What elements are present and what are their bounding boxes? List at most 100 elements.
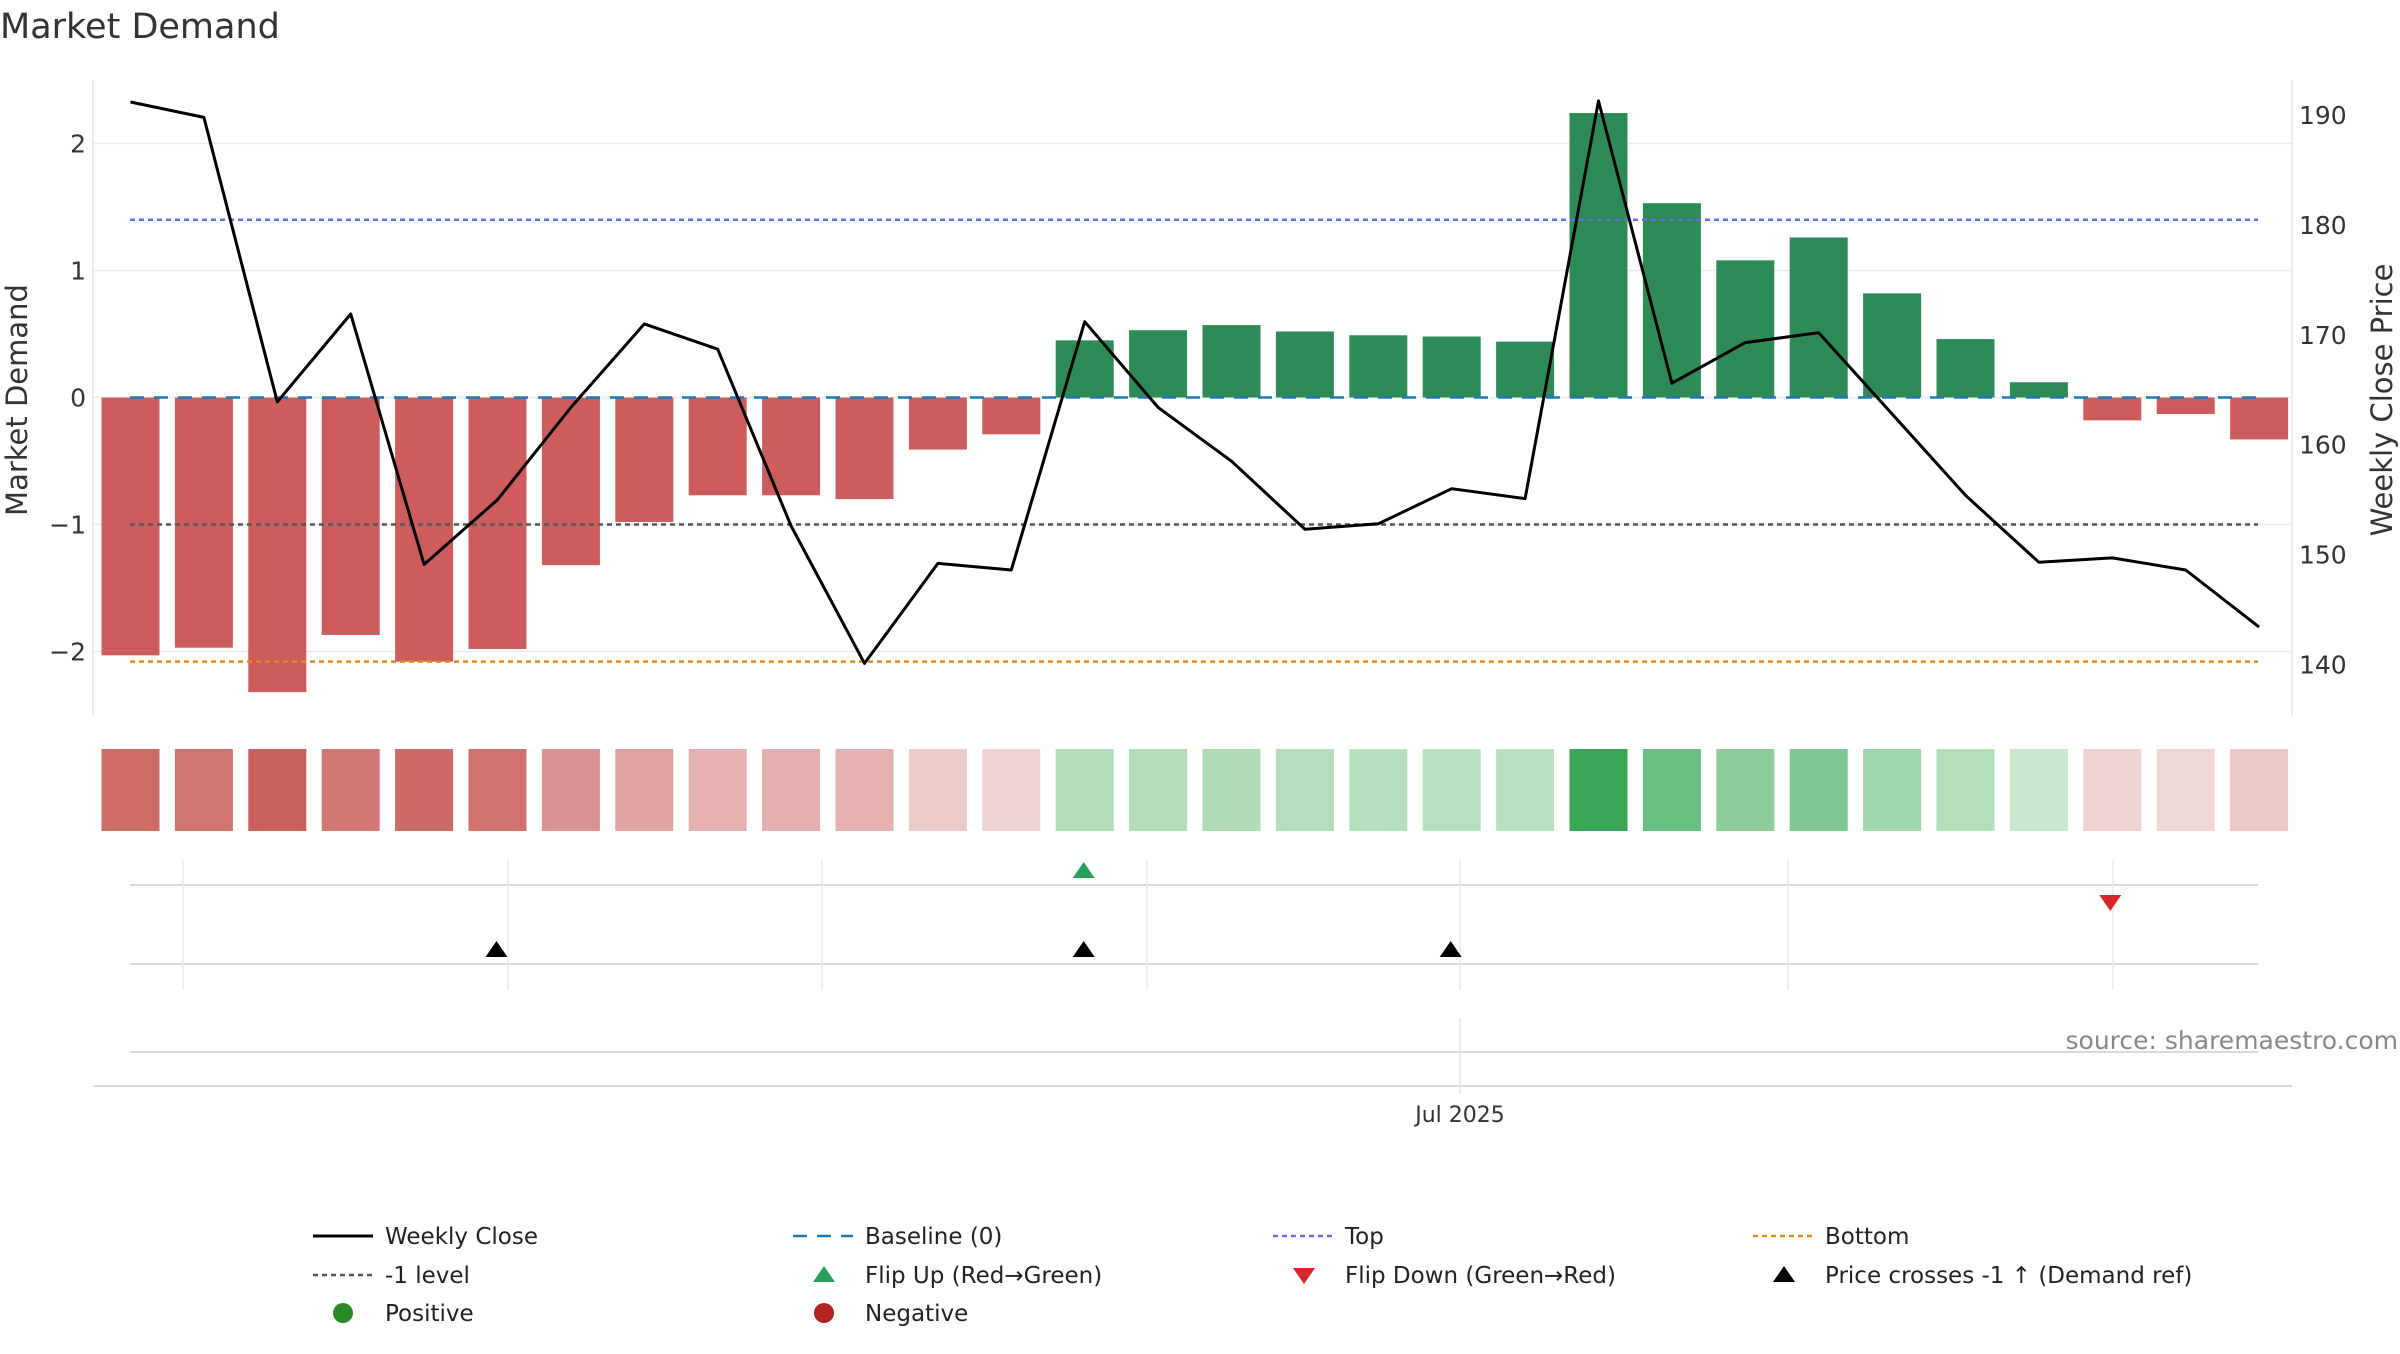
legend: Weekly Close Baseline (0) Top Bottom -1 … xyxy=(313,1224,2192,1327)
legend-bottom-label: Bottom xyxy=(1825,1224,1909,1250)
heat-cell-23 xyxy=(1789,749,1848,831)
heat-cell-22 xyxy=(1716,749,1775,831)
demand-bar-24 xyxy=(1863,293,1922,398)
demand-bars xyxy=(101,113,2289,693)
heat-cell-28 xyxy=(2156,749,2215,831)
y2-tick-label-0: 190 xyxy=(2299,101,2347,130)
demand-bar-25 xyxy=(1936,339,1995,398)
legend-flip-up-label: Flip Up (Red→Green) xyxy=(865,1263,1102,1289)
event-lane-vertical-guides xyxy=(182,860,2114,990)
y-tick-label-0: 2 xyxy=(70,130,86,159)
reference-lines xyxy=(130,218,2258,663)
heat-cell-11 xyxy=(908,749,967,831)
legend-weekly-close-label: Weekly Close xyxy=(385,1224,538,1250)
demand-bar-26 xyxy=(2009,382,2068,398)
legend-negative-label: Negative xyxy=(865,1301,968,1327)
demand-bar-8 xyxy=(688,397,747,496)
event-markers xyxy=(485,862,2122,957)
source-credit: source: sharemaestro.com xyxy=(2066,1026,2399,1055)
heat-cell-2 xyxy=(248,749,307,831)
legend-top-label: Top xyxy=(1344,1224,1384,1250)
demand-heat-strip xyxy=(101,749,2289,831)
demand-bar-22 xyxy=(1716,260,1775,398)
heat-cell-20 xyxy=(1569,749,1628,831)
y2-tick-label-3: 160 xyxy=(2299,431,2347,460)
y2-tick-label-4: 150 xyxy=(2299,541,2347,570)
demand-bar-15 xyxy=(1202,325,1261,398)
heat-cell-24 xyxy=(1863,749,1922,831)
demand-bar-3 xyxy=(321,397,380,635)
heat-cell-10 xyxy=(835,749,894,831)
legend-flip-down-triangle-icon xyxy=(1293,1268,1315,1284)
y-tick-label-3: −1 xyxy=(49,511,86,540)
chart-title: Market Demand xyxy=(0,7,280,47)
legend-flip-down-label: Flip Down (Green→Red) xyxy=(1345,1263,1616,1289)
heat-cell-0 xyxy=(101,749,160,831)
demand-bar-10 xyxy=(835,397,894,500)
heat-cell-12 xyxy=(982,749,1041,831)
demand-bar-0 xyxy=(101,397,160,656)
legend-minus-one-label: -1 level xyxy=(385,1263,470,1289)
demand-bar-7 xyxy=(615,397,674,522)
heat-cell-6 xyxy=(541,749,600,831)
heat-cell-21 xyxy=(1642,749,1701,831)
heat-cell-19 xyxy=(1496,749,1555,831)
y-tick-label-4: −2 xyxy=(49,638,86,667)
legend-negative-dot-icon xyxy=(814,1303,834,1323)
flip-up-marker-0 xyxy=(1072,862,1095,878)
heat-cell-7 xyxy=(615,749,674,831)
heat-cell-27 xyxy=(2083,749,2142,831)
demand-bar-20 xyxy=(1569,113,1628,398)
y-tick-label-1: 1 xyxy=(70,257,86,286)
demand-bar-6 xyxy=(541,397,600,566)
demand-bar-4 xyxy=(395,397,454,662)
heat-cell-29 xyxy=(2230,749,2289,831)
demand-bar-11 xyxy=(908,397,967,450)
left-axis-ticks: 2 1 0 −1 −2 xyxy=(49,130,86,667)
heat-cell-3 xyxy=(321,749,380,831)
legend-baseline-label: Baseline (0) xyxy=(865,1224,1002,1250)
demand-bar-29 xyxy=(2230,397,2289,440)
demand-bar-16 xyxy=(1275,331,1334,398)
demand-bar-23 xyxy=(1789,237,1848,398)
heat-cell-16 xyxy=(1275,749,1334,831)
event-lanes xyxy=(93,884,2292,1094)
demand-bar-27 xyxy=(2083,397,2142,421)
demand-bar-28 xyxy=(2156,397,2215,415)
heat-cell-13 xyxy=(1055,749,1114,831)
y2-tick-label-5: 140 xyxy=(2299,650,2347,679)
demand-bar-14 xyxy=(1129,330,1188,398)
legend-flip-up-triangle-icon xyxy=(813,1266,835,1282)
weekly-close-series xyxy=(130,99,2261,665)
demand-bar-2 xyxy=(248,397,307,693)
heat-cell-26 xyxy=(2009,749,2068,831)
heat-cell-5 xyxy=(468,749,527,831)
heat-cell-15 xyxy=(1202,749,1261,831)
legend-positive-dot-icon xyxy=(333,1303,353,1323)
y2-axis-label: Weekly Close Price xyxy=(2365,264,2399,537)
weekly-close-line xyxy=(130,99,2261,665)
flip-down-marker-0 xyxy=(2099,895,2122,911)
legend-price-cross-label: Price crosses -1 ↑ (Demand ref) xyxy=(1825,1263,2192,1289)
heat-cell-14 xyxy=(1129,749,1188,831)
demand-bar-21 xyxy=(1642,203,1701,398)
x-tick-label: Jul 2025 xyxy=(1413,1103,1505,1128)
y-axis-label: Market Demand xyxy=(0,284,34,516)
price-cross-marker-2 xyxy=(1439,941,1462,957)
y2-tick-label-2: 170 xyxy=(2299,321,2347,350)
demand-bar-18 xyxy=(1422,336,1481,398)
demand-bar-17 xyxy=(1349,335,1408,398)
heat-cell-18 xyxy=(1422,749,1481,831)
y2-tick-label-1: 180 xyxy=(2299,211,2347,240)
heat-cell-8 xyxy=(688,749,747,831)
heat-cell-17 xyxy=(1349,749,1408,831)
legend-positive-label: Positive xyxy=(385,1301,474,1327)
price-cross-marker-1 xyxy=(1072,941,1095,957)
demand-bar-5 xyxy=(468,397,527,649)
heat-cell-9 xyxy=(762,749,821,831)
heat-cell-1 xyxy=(174,749,233,831)
demand-bar-1 xyxy=(174,397,233,648)
